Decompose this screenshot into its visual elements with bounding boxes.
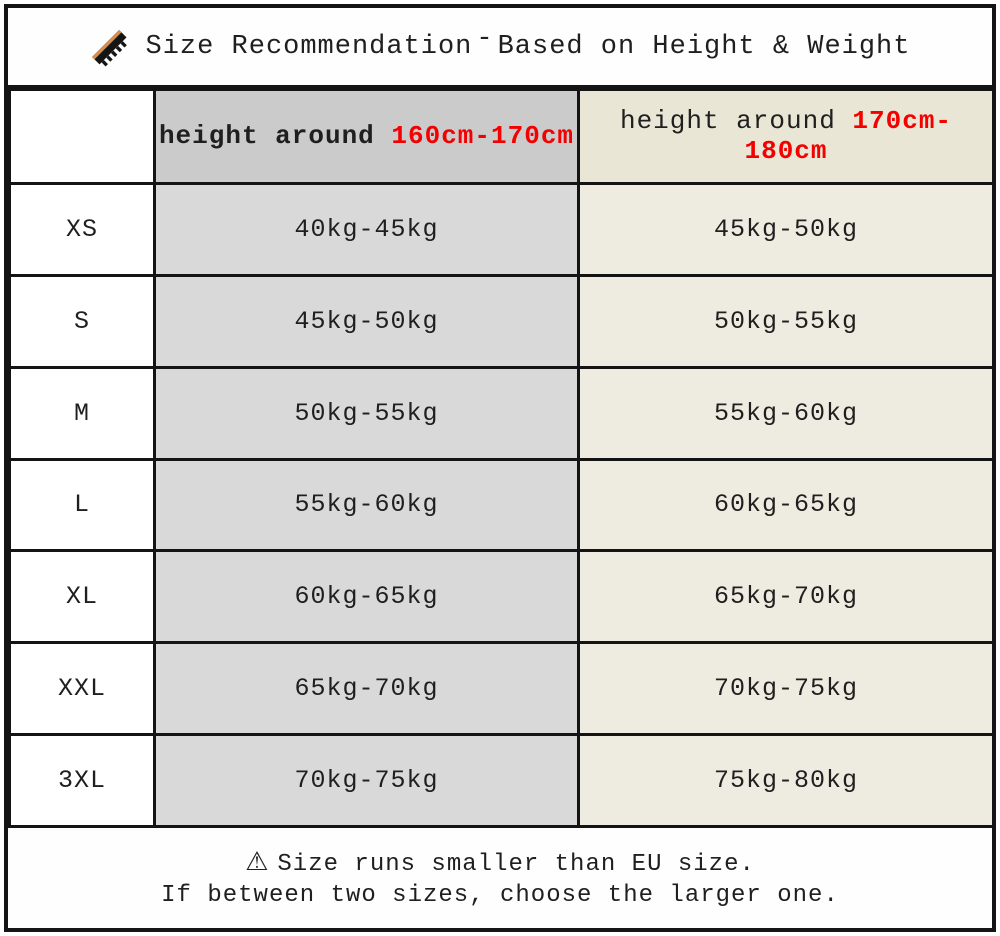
header-cell-height-170-180: height around 170cm-180cm [577, 88, 995, 185]
size-label: L [8, 457, 156, 553]
weight-cell: 45kg-50kg [153, 273, 580, 369]
footer-text-1: Size runs smaller than EU size. [277, 851, 755, 878]
weight-cell: 50kg-55kg [153, 365, 580, 461]
title-pre: Size Recommendation [145, 31, 473, 62]
weight-cell: 75kg-80kg [577, 733, 995, 828]
size-label: XS [8, 181, 156, 277]
title-post: Based on Height & Weight [497, 31, 911, 62]
ruler-icon [91, 29, 127, 66]
header-cell-height-160-170: height around 160cm-170cm [153, 88, 580, 185]
footer-note: ⚠ Size runs smaller than EU size. If betw… [8, 828, 992, 928]
footer-text-2: If between two sizes, choose the larger … [161, 882, 839, 909]
table-row-xl: XL 60kg-65kg 65kg-70kg [8, 549, 995, 645]
weight-cell: 60kg-65kg [577, 457, 995, 553]
page-title: Size Recommendation - Based on Height & We… [145, 24, 911, 62]
weight-cell: 55kg-60kg [153, 457, 580, 553]
size-label: M [8, 365, 156, 461]
header-cell-size [8, 88, 156, 185]
weight-cell: 70kg-75kg [577, 641, 995, 737]
size-table: height around 160cm-170cm height around … [8, 88, 995, 828]
table-row-3xl: 3XL 70kg-75kg 75kg-80kg [8, 733, 995, 828]
weight-cell: 45kg-50kg [577, 181, 995, 277]
header-label: height around [158, 121, 392, 152]
size-label: XXL [8, 641, 156, 737]
weight-cell: 55kg-60kg [577, 365, 995, 461]
weight-cell: 50kg-55kg [577, 273, 995, 369]
page-title-row: Size Recommendation - Based on Height & We… [8, 8, 992, 88]
size-label: XL [8, 549, 156, 645]
table-row-s: S 45kg-50kg 50kg-55kg [8, 273, 995, 369]
weight-cell: 60kg-65kg [153, 549, 580, 645]
title-dash: - [476, 23, 494, 54]
warning-icon: ⚠ [245, 847, 270, 877]
weight-cell: 65kg-70kg [577, 549, 995, 645]
table-row-xxl: XXL 65kg-70kg 70kg-75kg [8, 641, 995, 737]
header-label: height around [619, 106, 853, 137]
footer-line-2: If between two sizes, choose the larger … [161, 882, 839, 909]
table-row-l: L 55kg-60kg 60kg-65kg [8, 457, 995, 553]
weight-cell: 70kg-75kg [153, 733, 580, 828]
table-row-m: M 50kg-55kg 55kg-60kg [8, 365, 995, 461]
header-range: 160cm-170cm [391, 121, 575, 152]
weight-cell: 65kg-70kg [153, 641, 580, 737]
footer-line-1: ⚠ Size runs smaller than EU size. [245, 847, 755, 878]
table-header-row: height around 160cm-170cm height around … [8, 88, 995, 185]
size-chart-sheet: Size Recommendation - Based on Height & We… [4, 4, 996, 932]
size-label: 3XL [8, 733, 156, 828]
weight-cell: 40kg-45kg [153, 181, 580, 277]
header-range: 170cm-180cm [744, 106, 953, 167]
table-row-xs: XS 40kg-45kg 45kg-50kg [8, 181, 995, 277]
size-label: S [8, 273, 156, 369]
